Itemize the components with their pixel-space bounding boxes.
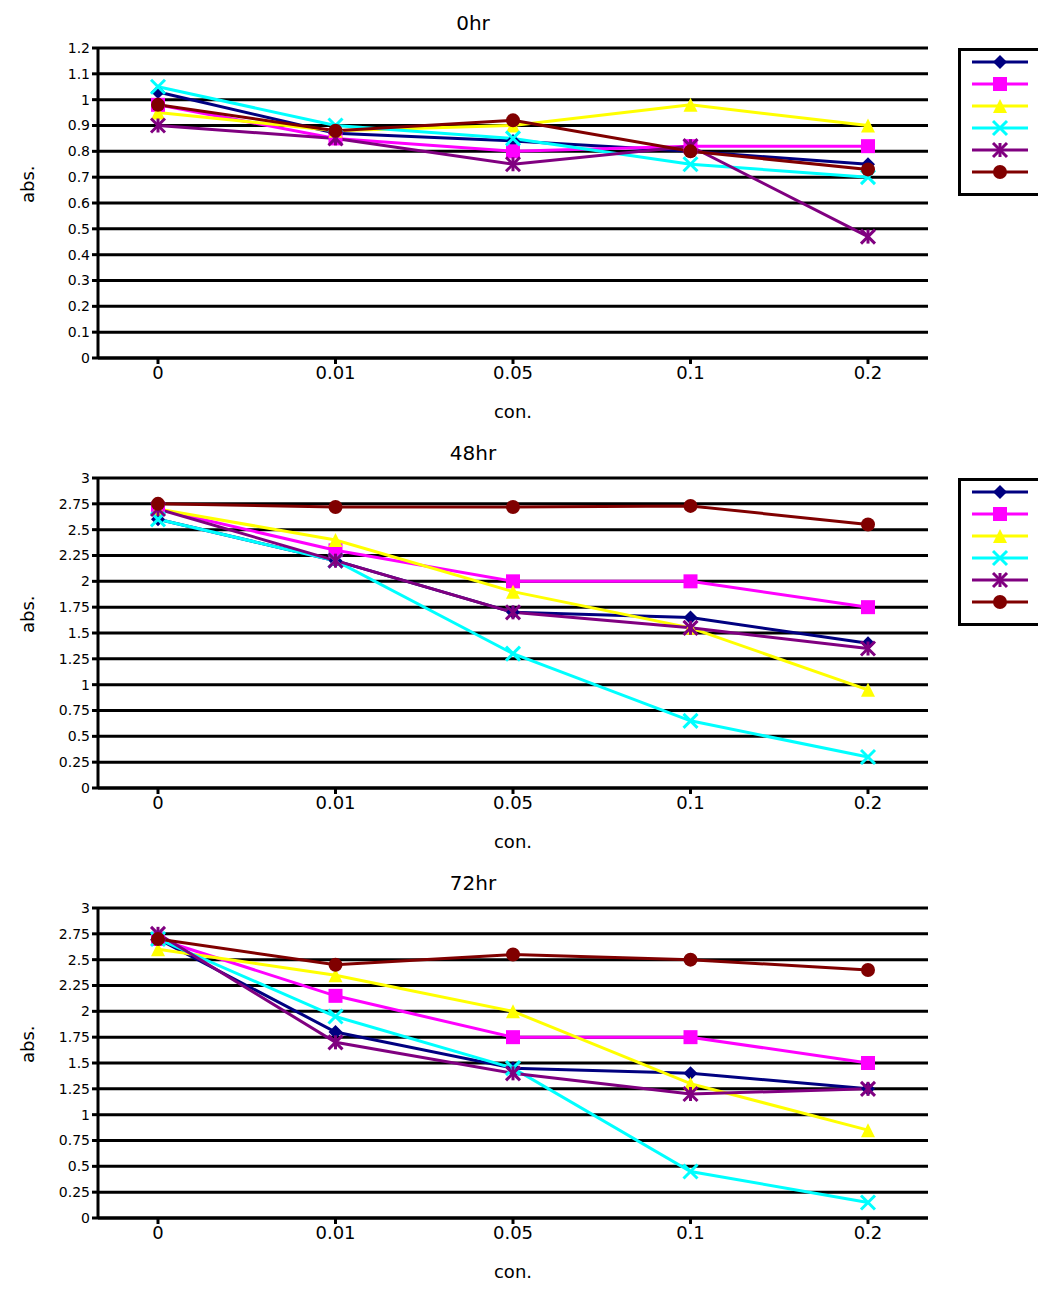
svg-text:0.2: 0.2 xyxy=(68,298,90,314)
svg-text:2.75: 2.75 xyxy=(59,496,90,512)
svg-text:2.5: 2.5 xyxy=(68,522,90,538)
svg-text:0.3: 0.3 xyxy=(68,272,90,288)
svg-text:0: 0 xyxy=(152,362,163,383)
svg-text:0.25: 0.25 xyxy=(59,1184,90,1200)
svg-text:0.05: 0.05 xyxy=(493,792,533,813)
svg-text:0.05: 0.05 xyxy=(493,362,533,383)
svg-text:0.2: 0.2 xyxy=(854,792,883,813)
svg-text:0.5: 0.5 xyxy=(68,728,90,744)
svg-text:con.: con. xyxy=(494,401,532,422)
svg-text:0.5: 0.5 xyxy=(68,1158,90,1174)
svg-text:1.75: 1.75 xyxy=(59,1029,90,1045)
svg-text:abs.: abs. xyxy=(17,165,38,203)
svg-text:0.75: 0.75 xyxy=(59,1132,90,1148)
svg-text:0.9: 0.9 xyxy=(68,117,90,133)
svg-text:1.75: 1.75 xyxy=(59,599,90,615)
svg-text:0: 0 xyxy=(81,1210,90,1226)
svg-text:1: 1 xyxy=(81,92,90,108)
svg-text:0.2: 0.2 xyxy=(854,1222,883,1243)
svg-text:con.: con. xyxy=(494,831,532,852)
svg-text:1.2: 1.2 xyxy=(68,40,90,56)
svg-text:0.1: 0.1 xyxy=(676,792,705,813)
svg-text:0.01: 0.01 xyxy=(315,362,355,383)
svg-text:1.25: 1.25 xyxy=(59,651,90,667)
svg-text:2: 2 xyxy=(81,573,90,589)
html-text:0hr: 0hr xyxy=(456,11,490,35)
svg-text:0: 0 xyxy=(152,792,163,813)
svg-text:abs.: abs. xyxy=(17,1025,38,1063)
svg-text:0.1: 0.1 xyxy=(68,324,90,340)
svg-text:0.4: 0.4 xyxy=(68,247,90,263)
svg-text:1.25: 1.25 xyxy=(59,1081,90,1097)
svg-text:0.01: 0.01 xyxy=(315,792,355,813)
svg-text:0.1: 0.1 xyxy=(676,1222,705,1243)
html-text:72hr: 72hr xyxy=(449,871,497,895)
svg-text:2.5: 2.5 xyxy=(68,952,90,968)
svg-text:0.8: 0.8 xyxy=(68,143,90,159)
svg-text:0: 0 xyxy=(152,1222,163,1243)
svg-text:con.: con. xyxy=(494,1261,532,1282)
svg-text:2.25: 2.25 xyxy=(59,977,90,993)
svg-text:0.7: 0.7 xyxy=(68,169,90,185)
svg-text:0.75: 0.75 xyxy=(59,702,90,718)
svg-text:0.6: 0.6 xyxy=(68,195,90,211)
svg-text:0.5: 0.5 xyxy=(68,221,90,237)
svg-text:2: 2 xyxy=(81,1003,90,1019)
svg-text:3: 3 xyxy=(81,900,90,916)
svg-text:0: 0 xyxy=(81,780,90,796)
svg-text:2.25: 2.25 xyxy=(59,547,90,563)
svg-text:0.01: 0.01 xyxy=(315,1222,355,1243)
svg-text:0: 0 xyxy=(81,350,90,366)
svg-text:0.1: 0.1 xyxy=(676,362,705,383)
svg-text:0.2: 0.2 xyxy=(854,362,883,383)
svg-text:1.5: 1.5 xyxy=(68,1055,90,1071)
svg-text:3: 3 xyxy=(81,470,90,486)
svg-text:0.25: 0.25 xyxy=(59,754,90,770)
svg-text:1.1: 1.1 xyxy=(68,66,90,82)
svg-text:1.5: 1.5 xyxy=(68,625,90,641)
svg-text:1: 1 xyxy=(81,677,90,693)
svg-text:2.75: 2.75 xyxy=(59,926,90,942)
html-text:48hr: 48hr xyxy=(449,441,497,465)
svg-text:1: 1 xyxy=(81,1107,90,1123)
svg-text:0.05: 0.05 xyxy=(493,1222,533,1243)
svg-text:abs.: abs. xyxy=(17,595,38,633)
